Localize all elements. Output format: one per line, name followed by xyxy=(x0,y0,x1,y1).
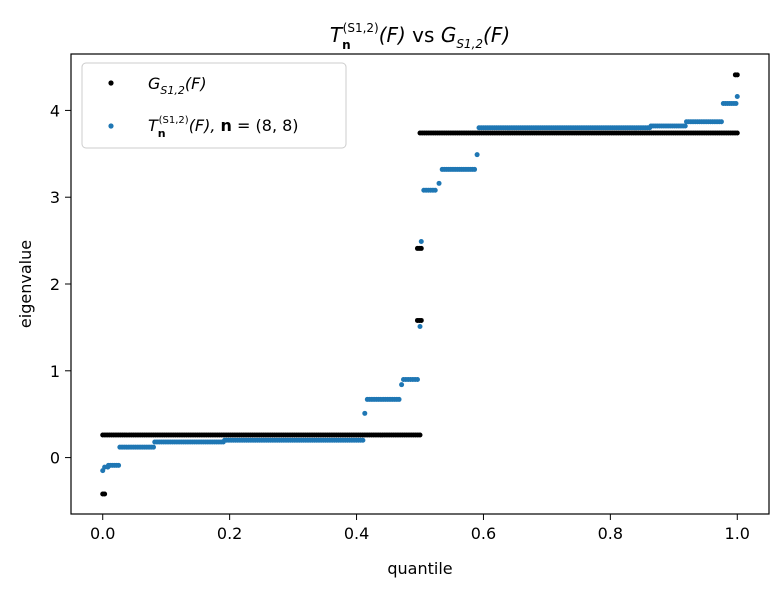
black-data-point xyxy=(418,245,424,251)
blue-data-point xyxy=(418,238,424,244)
black-data-point xyxy=(734,130,740,136)
legend-box xyxy=(81,62,347,149)
blue-data-point xyxy=(150,444,156,450)
series-black-points xyxy=(100,72,740,497)
x-tick-label: 0.2 xyxy=(217,524,242,543)
blue-data-point xyxy=(682,123,688,129)
series-blue-points xyxy=(100,94,740,474)
blue-data-point xyxy=(432,187,438,193)
black-data-point xyxy=(734,72,740,78)
chart-title: Tn(S1,2)(F) vs GS1,2(F) xyxy=(330,21,510,52)
blue-data-point xyxy=(116,462,122,468)
black-data-point xyxy=(418,317,424,323)
blue-data-point xyxy=(399,382,405,388)
x-tick-label: 1.0 xyxy=(725,524,750,543)
blue-data-point xyxy=(734,94,740,100)
blue-data-point xyxy=(436,180,442,186)
y-axis-label: eigenvalue xyxy=(16,240,35,328)
blue-data-point xyxy=(396,396,402,402)
blue-data-point xyxy=(472,166,478,172)
black-data-point xyxy=(102,491,108,497)
y-axis-ticks: 0 1 2 3 4 xyxy=(50,101,71,468)
blue-data-point xyxy=(417,324,423,330)
legend-marker-blue xyxy=(108,123,114,129)
legend-label-g: GS1,2(F) xyxy=(148,74,207,97)
legend-label-t: Tn(S1,2)(F), n = (8, 8) xyxy=(148,115,299,140)
blue-data-point xyxy=(474,152,480,158)
x-axis-ticks: 0.0 0.2 0.4 0.6 0.8 1.0 xyxy=(90,514,750,543)
blue-data-point xyxy=(718,119,724,125)
x-tick-label: 0.4 xyxy=(344,524,369,543)
legend: GS1,2(F) Tn(S1,2)(F), n = (8, 8) xyxy=(81,62,347,149)
x-tick-label: 0.0 xyxy=(90,524,115,543)
y-tick-label: 2 xyxy=(50,275,60,294)
black-data-point xyxy=(417,432,423,438)
x-axis-label: quantile xyxy=(387,559,452,578)
y-tick-label: 3 xyxy=(50,188,60,207)
legend-marker-black xyxy=(108,80,114,86)
y-tick-label: 4 xyxy=(50,101,60,120)
blue-data-point xyxy=(362,410,368,416)
blue-data-point xyxy=(414,376,420,382)
y-tick-label: 1 xyxy=(50,362,60,381)
blue-data-point xyxy=(733,100,739,106)
x-tick-label: 0.6 xyxy=(471,524,496,543)
x-tick-label: 0.8 xyxy=(598,524,623,543)
blue-data-point xyxy=(360,437,366,443)
y-tick-label: 0 xyxy=(50,449,60,468)
